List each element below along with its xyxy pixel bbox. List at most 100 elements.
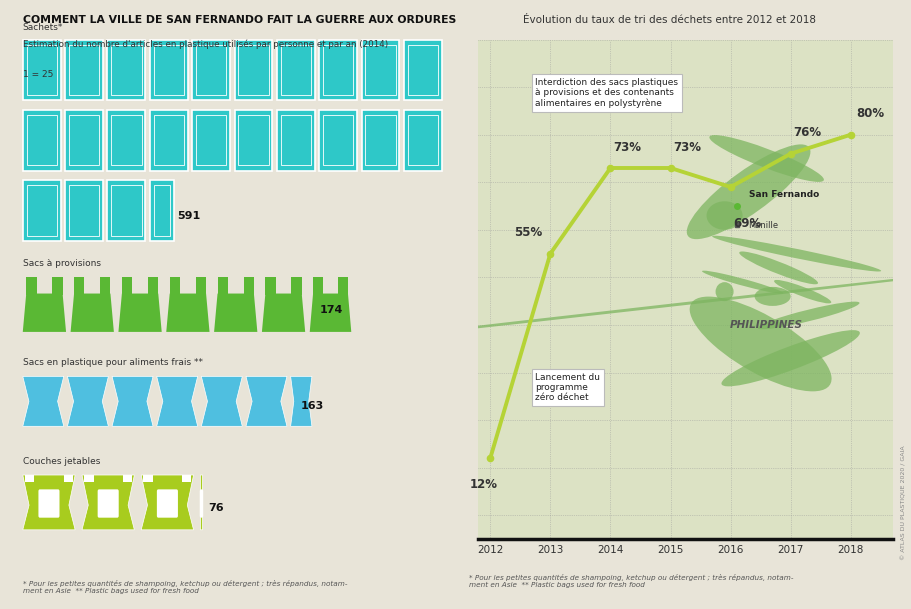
Ellipse shape <box>754 287 791 306</box>
FancyBboxPatch shape <box>200 490 203 518</box>
Text: 76: 76 <box>209 503 224 513</box>
Polygon shape <box>85 274 100 292</box>
FancyBboxPatch shape <box>235 40 272 100</box>
Ellipse shape <box>285 263 911 349</box>
Polygon shape <box>52 277 63 295</box>
Text: COMMENT LA VILLE DE SAN FERNANDO FAIT LA GUERRE AUX ORDURES: COMMENT LA VILLE DE SAN FERNANDO FAIT LA… <box>23 15 456 25</box>
Text: Manille: Manille <box>749 220 779 230</box>
FancyBboxPatch shape <box>150 40 188 100</box>
Ellipse shape <box>712 236 881 272</box>
FancyBboxPatch shape <box>182 475 191 482</box>
Ellipse shape <box>707 202 742 230</box>
Text: 174: 174 <box>319 305 343 315</box>
Text: 1 = 25: 1 = 25 <box>23 70 53 79</box>
Polygon shape <box>180 274 196 292</box>
Polygon shape <box>200 475 202 530</box>
FancyBboxPatch shape <box>38 490 59 518</box>
Text: 591: 591 <box>178 211 200 221</box>
Polygon shape <box>23 475 76 530</box>
Polygon shape <box>26 277 36 295</box>
FancyBboxPatch shape <box>107 180 146 241</box>
FancyBboxPatch shape <box>66 180 103 241</box>
Text: 80%: 80% <box>856 107 885 121</box>
Text: 73%: 73% <box>613 141 641 153</box>
FancyBboxPatch shape <box>320 110 357 171</box>
Polygon shape <box>265 277 276 295</box>
Polygon shape <box>148 277 159 295</box>
Polygon shape <box>67 376 108 426</box>
Polygon shape <box>313 277 323 295</box>
Polygon shape <box>323 274 338 292</box>
Ellipse shape <box>739 252 818 284</box>
Text: Interdiction des sacs plastiques
à provisions et des contenants
alimentaires en : Interdiction des sacs plastiques à provi… <box>536 77 679 108</box>
Polygon shape <box>23 376 64 426</box>
Ellipse shape <box>715 282 733 301</box>
FancyBboxPatch shape <box>277 40 315 100</box>
FancyBboxPatch shape <box>192 110 230 171</box>
Text: 69%: 69% <box>733 217 762 230</box>
Text: 76%: 76% <box>793 127 822 139</box>
Ellipse shape <box>687 144 811 239</box>
FancyBboxPatch shape <box>23 40 60 100</box>
Polygon shape <box>228 274 243 292</box>
Ellipse shape <box>722 330 860 386</box>
Text: Couches jetables: Couches jetables <box>23 457 100 466</box>
FancyBboxPatch shape <box>157 490 178 518</box>
FancyBboxPatch shape <box>143 475 153 482</box>
Polygon shape <box>291 376 312 426</box>
Polygon shape <box>310 294 352 332</box>
Polygon shape <box>214 294 257 332</box>
FancyBboxPatch shape <box>97 490 118 518</box>
FancyBboxPatch shape <box>107 110 146 171</box>
Polygon shape <box>246 376 287 426</box>
FancyBboxPatch shape <box>66 110 103 171</box>
Polygon shape <box>218 277 228 295</box>
Polygon shape <box>201 376 242 426</box>
Text: Sacs à provisions: Sacs à provisions <box>23 259 101 268</box>
Text: PHILIPPINES: PHILIPPINES <box>730 320 804 330</box>
Polygon shape <box>23 294 67 332</box>
FancyBboxPatch shape <box>150 110 188 171</box>
Polygon shape <box>243 277 254 295</box>
FancyBboxPatch shape <box>107 40 146 100</box>
Text: 163: 163 <box>301 401 324 411</box>
Ellipse shape <box>710 135 824 182</box>
Polygon shape <box>196 277 206 295</box>
Text: 73%: 73% <box>673 141 701 153</box>
Text: Estimation du nombre d'articles en plastique utilisés par personne et par an (20: Estimation du nombre d'articles en plast… <box>23 40 388 49</box>
Polygon shape <box>100 277 110 295</box>
Polygon shape <box>169 277 180 295</box>
Polygon shape <box>71 294 114 332</box>
Text: Sacs en plastique pour aliments frais **: Sacs en plastique pour aliments frais ** <box>23 358 203 367</box>
Text: Lancement du
programme
zéro déchet: Lancement du programme zéro déchet <box>536 373 600 403</box>
Text: 12%: 12% <box>469 479 497 491</box>
Polygon shape <box>262 294 305 332</box>
FancyBboxPatch shape <box>277 110 315 171</box>
Polygon shape <box>118 294 162 332</box>
FancyBboxPatch shape <box>404 40 442 100</box>
FancyBboxPatch shape <box>404 110 442 171</box>
Polygon shape <box>157 376 198 426</box>
FancyBboxPatch shape <box>192 40 230 100</box>
Text: © ATLAS DU PLASTIQUE 2020 / GAIA: © ATLAS DU PLASTIQUE 2020 / GAIA <box>901 446 906 560</box>
FancyBboxPatch shape <box>150 180 174 241</box>
Ellipse shape <box>758 301 860 329</box>
Polygon shape <box>132 274 148 292</box>
FancyBboxPatch shape <box>84 475 94 482</box>
FancyBboxPatch shape <box>123 475 132 482</box>
Ellipse shape <box>774 280 832 303</box>
Text: * Pour les petites quantités de shampoing, ketchup ou détergent ; très répandus,: * Pour les petites quantités de shampoin… <box>469 574 793 588</box>
FancyBboxPatch shape <box>320 40 357 100</box>
Ellipse shape <box>690 297 832 392</box>
Polygon shape <box>36 274 52 292</box>
Text: 55%: 55% <box>515 227 543 239</box>
Text: Évolution du taux de tri des déchets entre 2012 et 2018: Évolution du taux de tri des déchets ent… <box>523 15 816 25</box>
FancyBboxPatch shape <box>362 40 399 100</box>
Polygon shape <box>276 274 292 292</box>
Polygon shape <box>166 294 210 332</box>
FancyBboxPatch shape <box>25 475 35 482</box>
FancyBboxPatch shape <box>66 40 103 100</box>
FancyBboxPatch shape <box>23 180 60 241</box>
Polygon shape <box>82 475 135 530</box>
Ellipse shape <box>702 270 783 294</box>
